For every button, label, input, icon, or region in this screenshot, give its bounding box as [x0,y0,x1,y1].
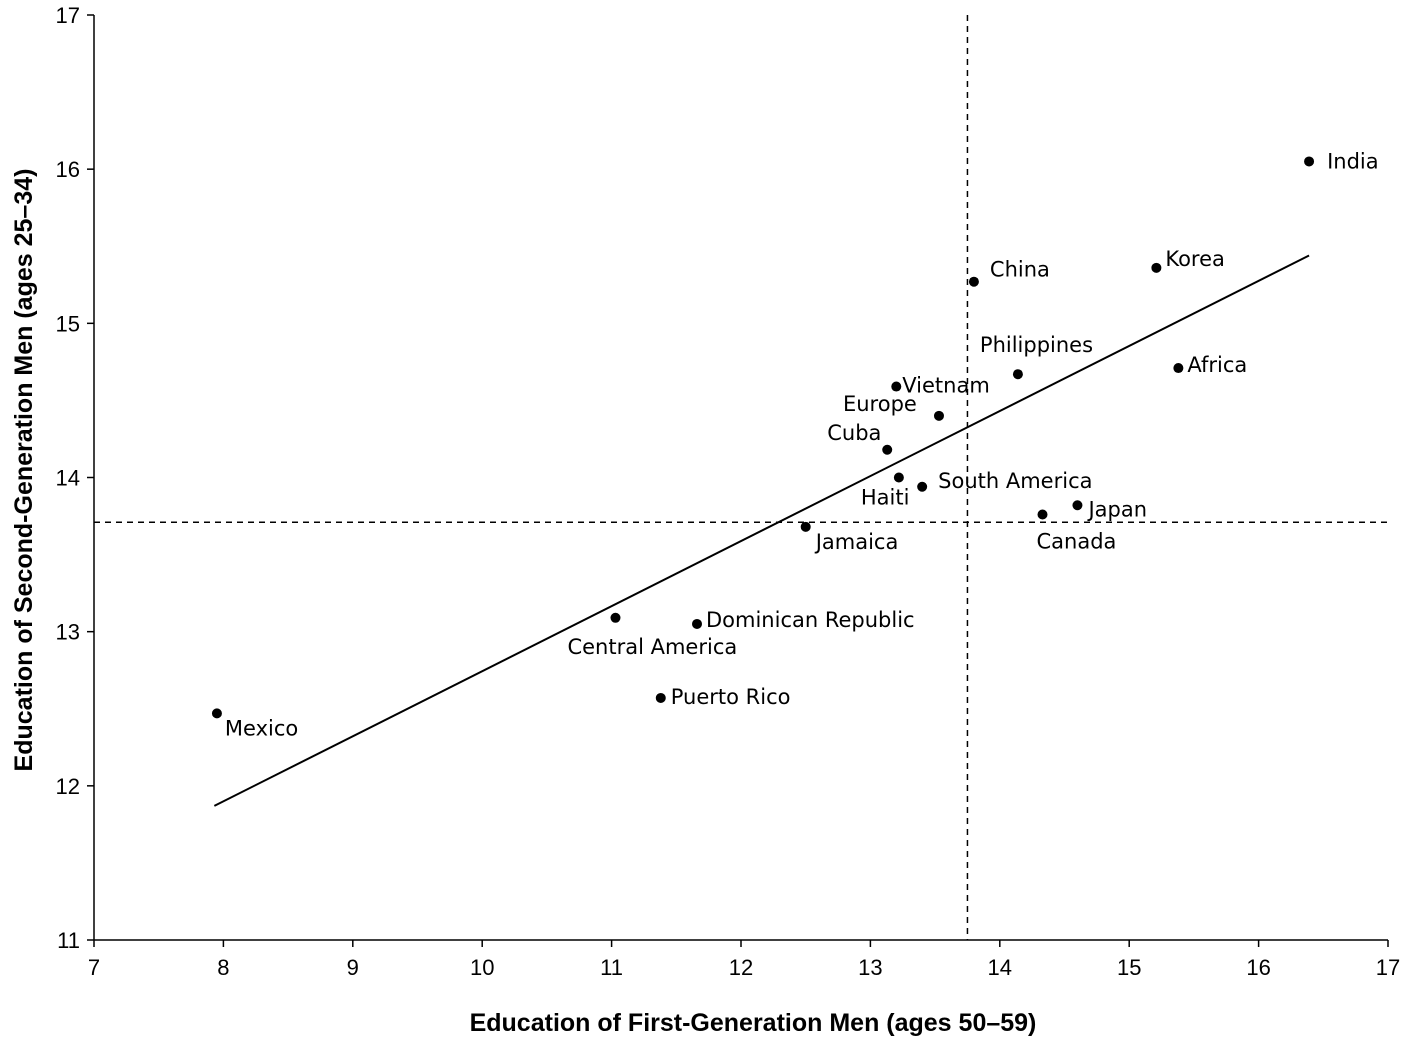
data-point-label: China [990,258,1050,282]
data-point-label: Haiti [861,486,910,510]
data-point [933,410,944,421]
data-point-label: Jamaica [814,530,899,554]
y-axis-title: Education of Second-Generation Men (ages… [10,169,38,772]
y-tick-label: 15 [56,311,80,336]
data-point [1072,500,1083,511]
data-point [1037,509,1048,520]
data-points [211,156,1315,719]
data-point-label: Europe [843,392,917,416]
y-tick-label: 12 [56,774,80,799]
data-point-label: Central America [567,635,737,659]
x-tick-label: 10 [470,955,494,980]
data-point-label: Japan [1086,497,1147,521]
x-tick-label: 7 [88,955,100,980]
data-point [891,381,902,392]
data-point [610,612,621,623]
data-point-label: Cuba [827,421,881,445]
x-tick-label: 9 [347,955,359,980]
data-point-label: Korea [1165,247,1225,271]
data-point [968,276,979,287]
data-point [800,521,811,532]
data-point [917,481,928,492]
y-tick-label: 17 [56,3,80,28]
data-point [1173,363,1184,374]
x-tick-label: 13 [858,955,882,980]
x-axis-title: Education of First-Generation Men (ages … [470,1009,1037,1037]
data-point-label: Philippines [980,333,1093,357]
x-tick-label: 15 [1117,955,1141,980]
data-point [211,708,222,719]
x-tick-label: 12 [729,955,753,980]
data-point-label: Africa [1187,353,1247,377]
x-tick-label: 14 [988,955,1012,980]
fit-line [213,254,1310,807]
data-point-label: India [1327,149,1379,173]
axes: 7 8 9 10 11 12 13 14 15 16 17 11 12 13 14 15 16 17 [56,3,1401,980]
data-point-label: Puerto Rico [671,685,791,709]
data-point [1151,262,1162,273]
data-point [1012,369,1023,380]
fit-line-group [213,254,1310,807]
y-tick-label: 13 [56,620,80,645]
point-labels: Mexico Central America Dominican Republic P… [225,149,1379,740]
x-tick-label: 11 [600,955,623,980]
data-point-label: Dominican Republic [706,608,915,632]
data-point [655,692,666,703]
data-point-label: South America [938,469,1092,493]
data-point [692,618,703,629]
y-tick-label: 11 [57,928,80,953]
x-tick-label: 16 [1246,955,1270,980]
data-point-label: Vietnam [902,374,990,398]
reference-lines [94,15,1388,940]
data-point-label: Mexico [225,716,298,740]
data-point-label: Canada [1037,530,1117,554]
y-tick-label: 16 [56,157,80,182]
x-tick-label: 8 [217,955,229,980]
y-tick-label: 14 [56,466,80,491]
data-point [893,472,904,483]
data-point [882,444,893,455]
x-tick-label: 17 [1376,955,1400,980]
data-point [1304,156,1315,167]
